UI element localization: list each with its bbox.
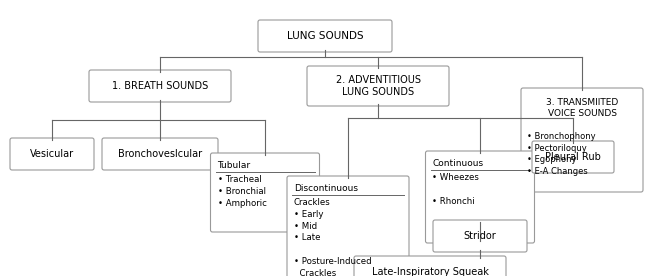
Text: • Tracheal
• Bronchial
• Amphoric: • Tracheal • Bronchial • Amphoric [218,175,266,208]
Text: Crackles
• Early
• Mid
• Late

• Posture-Induced
  Crackles: Crackles • Early • Mid • Late • Posture-… [294,198,372,276]
FancyBboxPatch shape [426,151,534,243]
FancyBboxPatch shape [307,66,449,106]
Text: Continuous: Continuous [432,159,484,168]
Text: Late-Inspiratory Squeak: Late-Inspiratory Squeak [372,267,488,276]
Text: 1. BREATH SOUNDS: 1. BREATH SOUNDS [112,81,208,91]
FancyBboxPatch shape [89,70,231,102]
FancyBboxPatch shape [433,220,527,252]
Text: 2. ADVENTITIOUS
LUNG SOUNDS: 2. ADVENTITIOUS LUNG SOUNDS [335,75,421,97]
FancyBboxPatch shape [102,138,218,170]
FancyBboxPatch shape [287,176,409,276]
FancyBboxPatch shape [258,20,392,52]
Text: 3. TRANSMIITED
VOICE SOUNDS: 3. TRANSMIITED VOICE SOUNDS [546,98,618,118]
Text: Vesicular: Vesicular [30,149,74,159]
Text: LUNG SOUNDS: LUNG SOUNDS [287,31,363,41]
Text: Bronchoveslcular: Bronchoveslcular [118,149,202,159]
Text: Discontinuous: Discontinuous [294,184,358,193]
FancyBboxPatch shape [532,141,614,173]
FancyBboxPatch shape [211,153,320,232]
Text: Stridor: Stridor [463,231,497,241]
Text: Tubular: Tubular [218,161,251,170]
Text: • Wheezes

• Rhonchi: • Wheezes • Rhonchi [432,173,480,206]
FancyBboxPatch shape [521,88,643,192]
Text: Pleural Rub: Pleural Rub [545,152,601,162]
FancyBboxPatch shape [10,138,94,170]
FancyBboxPatch shape [354,256,506,276]
Text: • Bronchophony
• Pectoriloquy
• Egophony
• E-A Changes: • Bronchophony • Pectoriloquy • Egophony… [527,120,595,176]
